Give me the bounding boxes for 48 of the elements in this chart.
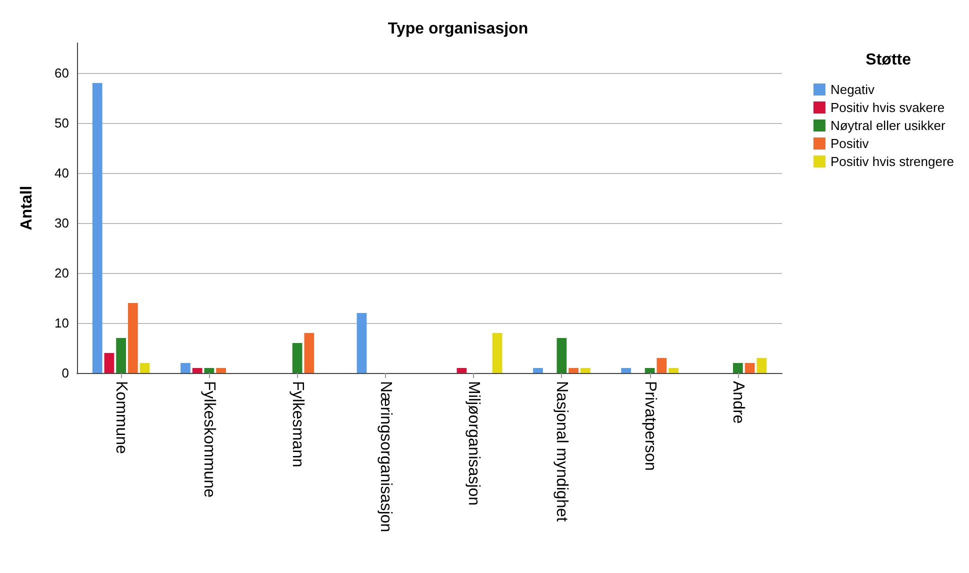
y-axis-title: Antall <box>18 186 36 230</box>
bar <box>304 333 314 373</box>
bar <box>492 333 502 373</box>
x-tick-label: Kommune <box>112 381 130 454</box>
y-tick-label: 20 <box>54 266 69 280</box>
bar <box>568 368 578 373</box>
bar <box>556 338 567 373</box>
bar <box>456 368 467 373</box>
bar <box>621 368 632 373</box>
legend-title: Støtte <box>866 52 912 68</box>
x-tick-label: Næringsorganisasjon <box>376 381 394 532</box>
x-tick-label: Andre <box>729 381 746 424</box>
y-tick-label: 40 <box>54 166 69 180</box>
bar <box>104 353 114 373</box>
x-tick-label: Fylkesmann <box>288 381 306 468</box>
chart-title: Type organisasjon <box>388 20 528 38</box>
bar <box>292 343 302 373</box>
legend-label: Negativ <box>830 82 876 97</box>
x-tick-label: Miljøorganisasjon <box>465 381 482 506</box>
bar <box>192 368 202 373</box>
y-tick-label: 0 <box>62 366 69 380</box>
bar <box>656 358 667 373</box>
bar <box>204 368 214 373</box>
x-tick-label: Privatperson <box>641 381 658 471</box>
y-tick-label: 60 <box>54 66 69 80</box>
x-tick-label: Fylkeskommune <box>200 381 218 498</box>
bar <box>744 363 755 373</box>
bar <box>216 368 226 373</box>
legend-label: Nøytral eller usikker <box>830 118 946 133</box>
legend-label: Positiv hvis strengere <box>830 154 954 169</box>
bar <box>668 368 678 373</box>
bar <box>644 368 655 373</box>
legend-label: Positiv hvis svakere <box>830 100 945 115</box>
bar <box>533 368 543 373</box>
bar <box>128 303 138 373</box>
bar <box>116 338 126 373</box>
y-tick-label: 30 <box>54 216 69 230</box>
bar <box>356 313 367 373</box>
bar <box>140 363 150 373</box>
y-tick-label: 10 <box>54 316 69 330</box>
y-tick-label: 50 <box>54 116 69 130</box>
bar <box>92 83 102 373</box>
bar <box>733 363 743 373</box>
bar <box>756 358 767 373</box>
legend-label: Positiv <box>830 136 870 151</box>
bar <box>180 363 190 373</box>
x-tick-label: Nasjonal myndighet <box>553 381 570 522</box>
bar <box>580 368 590 373</box>
